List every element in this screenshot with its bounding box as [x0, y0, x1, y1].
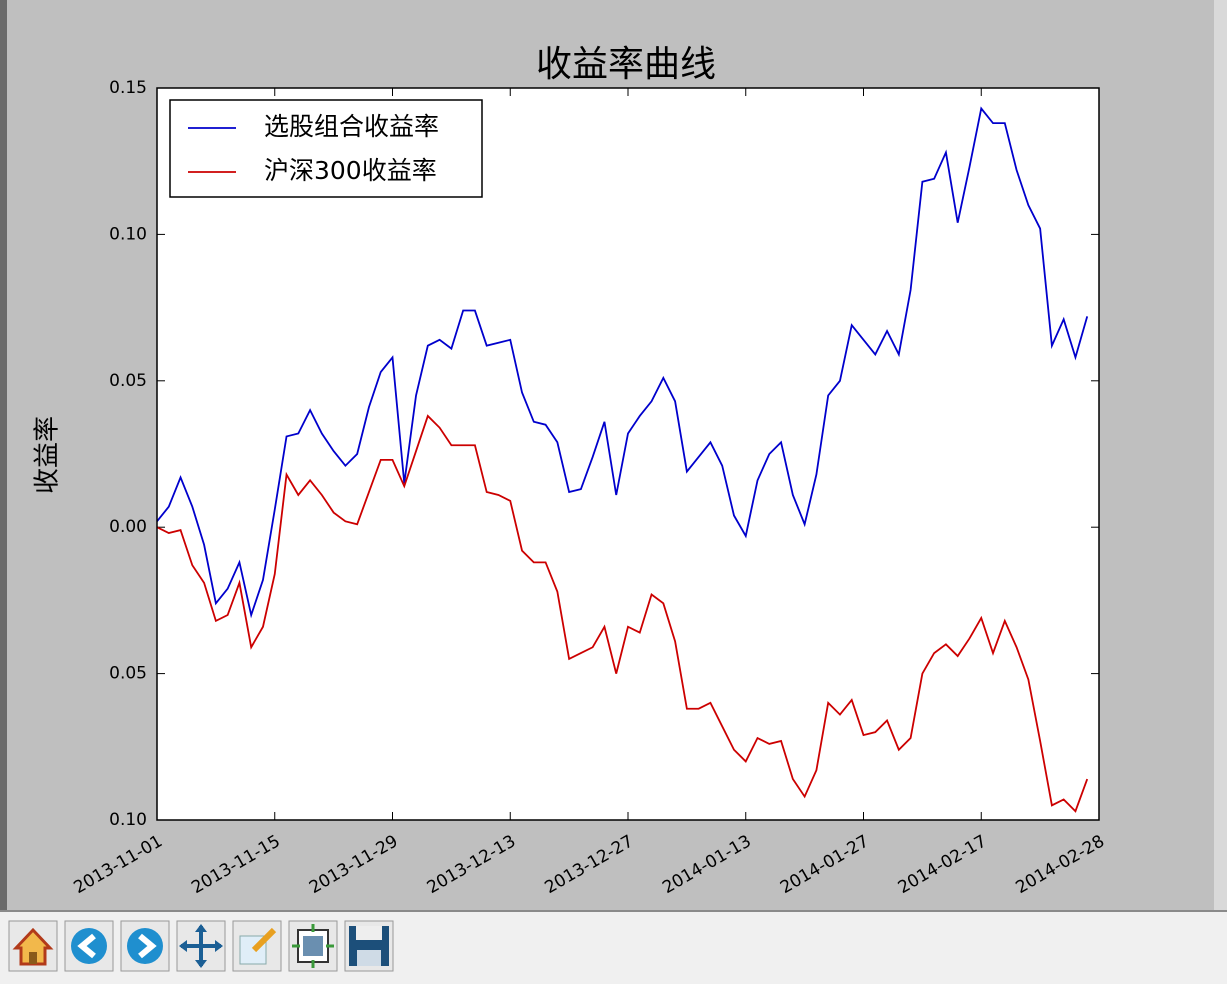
y-tick-label: 0.10: [109, 810, 147, 830]
y-tick-label: 0.00: [109, 517, 147, 537]
subplots-button[interactable]: [288, 920, 338, 972]
axes-frame: [156, 87, 1100, 821]
axes-background: [157, 88, 1099, 820]
legend-label: 选股组合收益率: [264, 112, 439, 141]
chart-title: 收益率曲线: [536, 44, 716, 85]
pan-button[interactable]: [176, 920, 226, 972]
back-button[interactable]: [64, 920, 114, 972]
series-line: [156, 106, 1089, 619]
y-tick-label: 0.15: [109, 78, 147, 98]
save-button[interactable]: [344, 920, 394, 972]
legend-box: [169, 99, 483, 198]
forward-button[interactable]: [120, 920, 170, 972]
series-line: [156, 414, 1089, 813]
figure: 收益率曲线 收益率 0.100.050.000.050.100.152013-1…: [0, 0, 1227, 910]
window-frame: [0, 0, 7, 910]
y-axis-label: 收益率: [33, 416, 63, 494]
y-tick-label: 0.05: [109, 371, 147, 391]
y-tick-label: 0.05: [109, 664, 147, 684]
window-frame: [1214, 0, 1227, 910]
legend-label: 沪深300收益率: [264, 156, 437, 185]
home-button[interactable]: [8, 920, 58, 972]
zoom-button[interactable]: [232, 920, 282, 972]
toolbar: [0, 910, 1227, 984]
y-tick-label: 0.10: [109, 224, 147, 244]
